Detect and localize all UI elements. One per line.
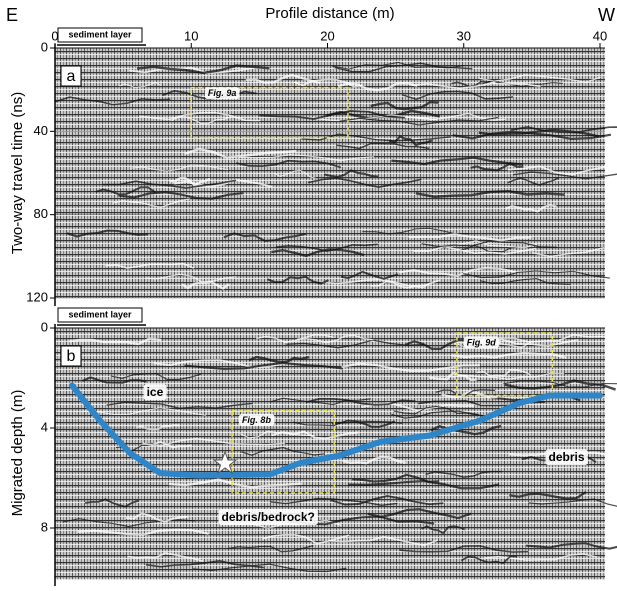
y-tick-label: 0 [41, 319, 48, 334]
panel-label: a [67, 68, 76, 85]
x-axis-title: Profile distance (m) [265, 5, 394, 22]
y-tick-label: 120 [26, 289, 48, 304]
annotation: debris/bedrock? [222, 510, 315, 524]
annotation: Fig. 8b [242, 415, 272, 425]
x-tick-label: 30 [457, 28, 471, 43]
annotation: Fig. 9a [208, 88, 237, 98]
annotation: debris [549, 450, 585, 464]
layer-label: sediment layer [68, 29, 132, 39]
annotation: ice [147, 385, 164, 399]
y-tick-label: 4 [41, 419, 48, 434]
y-axis-title: Migrated depth (m) [9, 390, 26, 517]
y-tick-label: 8 [41, 519, 48, 534]
y-tick-label: 80 [34, 206, 48, 221]
x-tick-label: 10 [184, 28, 198, 43]
layer-label: sediment layer [68, 309, 132, 319]
y-axis-title: Two-way travel time (ns) [9, 92, 26, 255]
y-tick-label: 0 [41, 39, 48, 54]
figure: 0 40 80 120 0 10 20 30 40 Two-way travel time (ns… [0, 0, 617, 591]
annotation: Fig. 9d [467, 337, 497, 347]
right-label: W [598, 5, 615, 25]
x-tick-label: 20 [320, 28, 334, 43]
left-label: E [6, 5, 18, 25]
y-tick-label: 40 [34, 123, 48, 138]
panel-label: b [67, 348, 76, 365]
x-tick-label: 40 [593, 28, 607, 43]
radargram-image [55, 328, 605, 580]
